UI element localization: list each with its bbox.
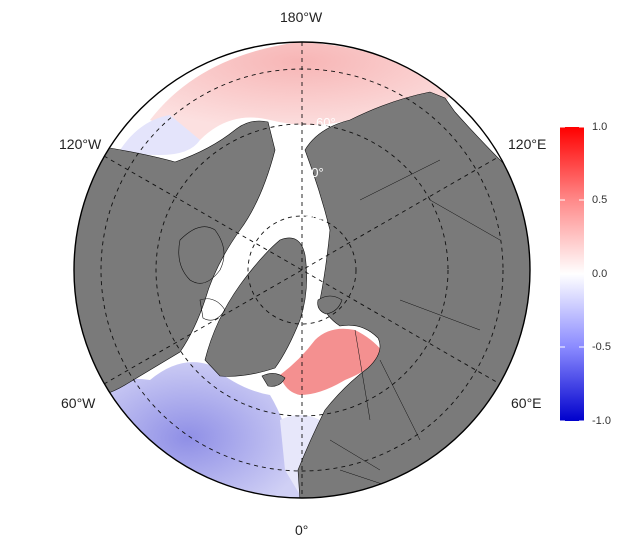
colorbar-tick-marks: [560, 126, 584, 422]
lon-label-60w: 60°W: [61, 395, 96, 411]
lon-label-120w: 120°W: [59, 136, 102, 152]
lon-label-0: 0°: [295, 522, 309, 538]
colorbar-tick-label: 0.5: [592, 194, 608, 206]
greenland-land: [204, 237, 307, 377]
latitude-circle-80: [247, 215, 357, 325]
country-borders: [329, 159, 501, 491]
atlantic-negative-anomaly: [95, 362, 300, 498]
colorbar-tick-label: -1.0: [592, 415, 611, 427]
graticule: [100, 42, 504, 498]
colorbar-tick-label: -0.5: [592, 341, 611, 353]
chukchi-weak-negative-anomaly: [120, 115, 200, 155]
iceland-land: [261, 373, 286, 387]
lon-label-120e: 120°E: [508, 136, 547, 152]
lat-label-60: 60°: [316, 115, 336, 130]
svalbard-land: [317, 295, 343, 315]
barents-positive-anomaly: [280, 328, 385, 395]
colorbar-tick-label: 0.0: [592, 268, 608, 280]
lat-label-70: 70°: [304, 165, 324, 180]
lon-label-180w: 180°W: [280, 9, 323, 25]
arctic-archipelago-coast: [178, 226, 226, 321]
north-america-land: [74, 120, 276, 401]
lat-label-80: 80°: [304, 213, 324, 228]
lon-label-60e: 60°E: [511, 395, 542, 411]
map-boundary: [73, 41, 531, 499]
latitude-circle-70: [155, 123, 449, 417]
colorbar-tick-label: 1.0: [592, 121, 608, 133]
pacific-positive-anomaly: [150, 42, 450, 140]
